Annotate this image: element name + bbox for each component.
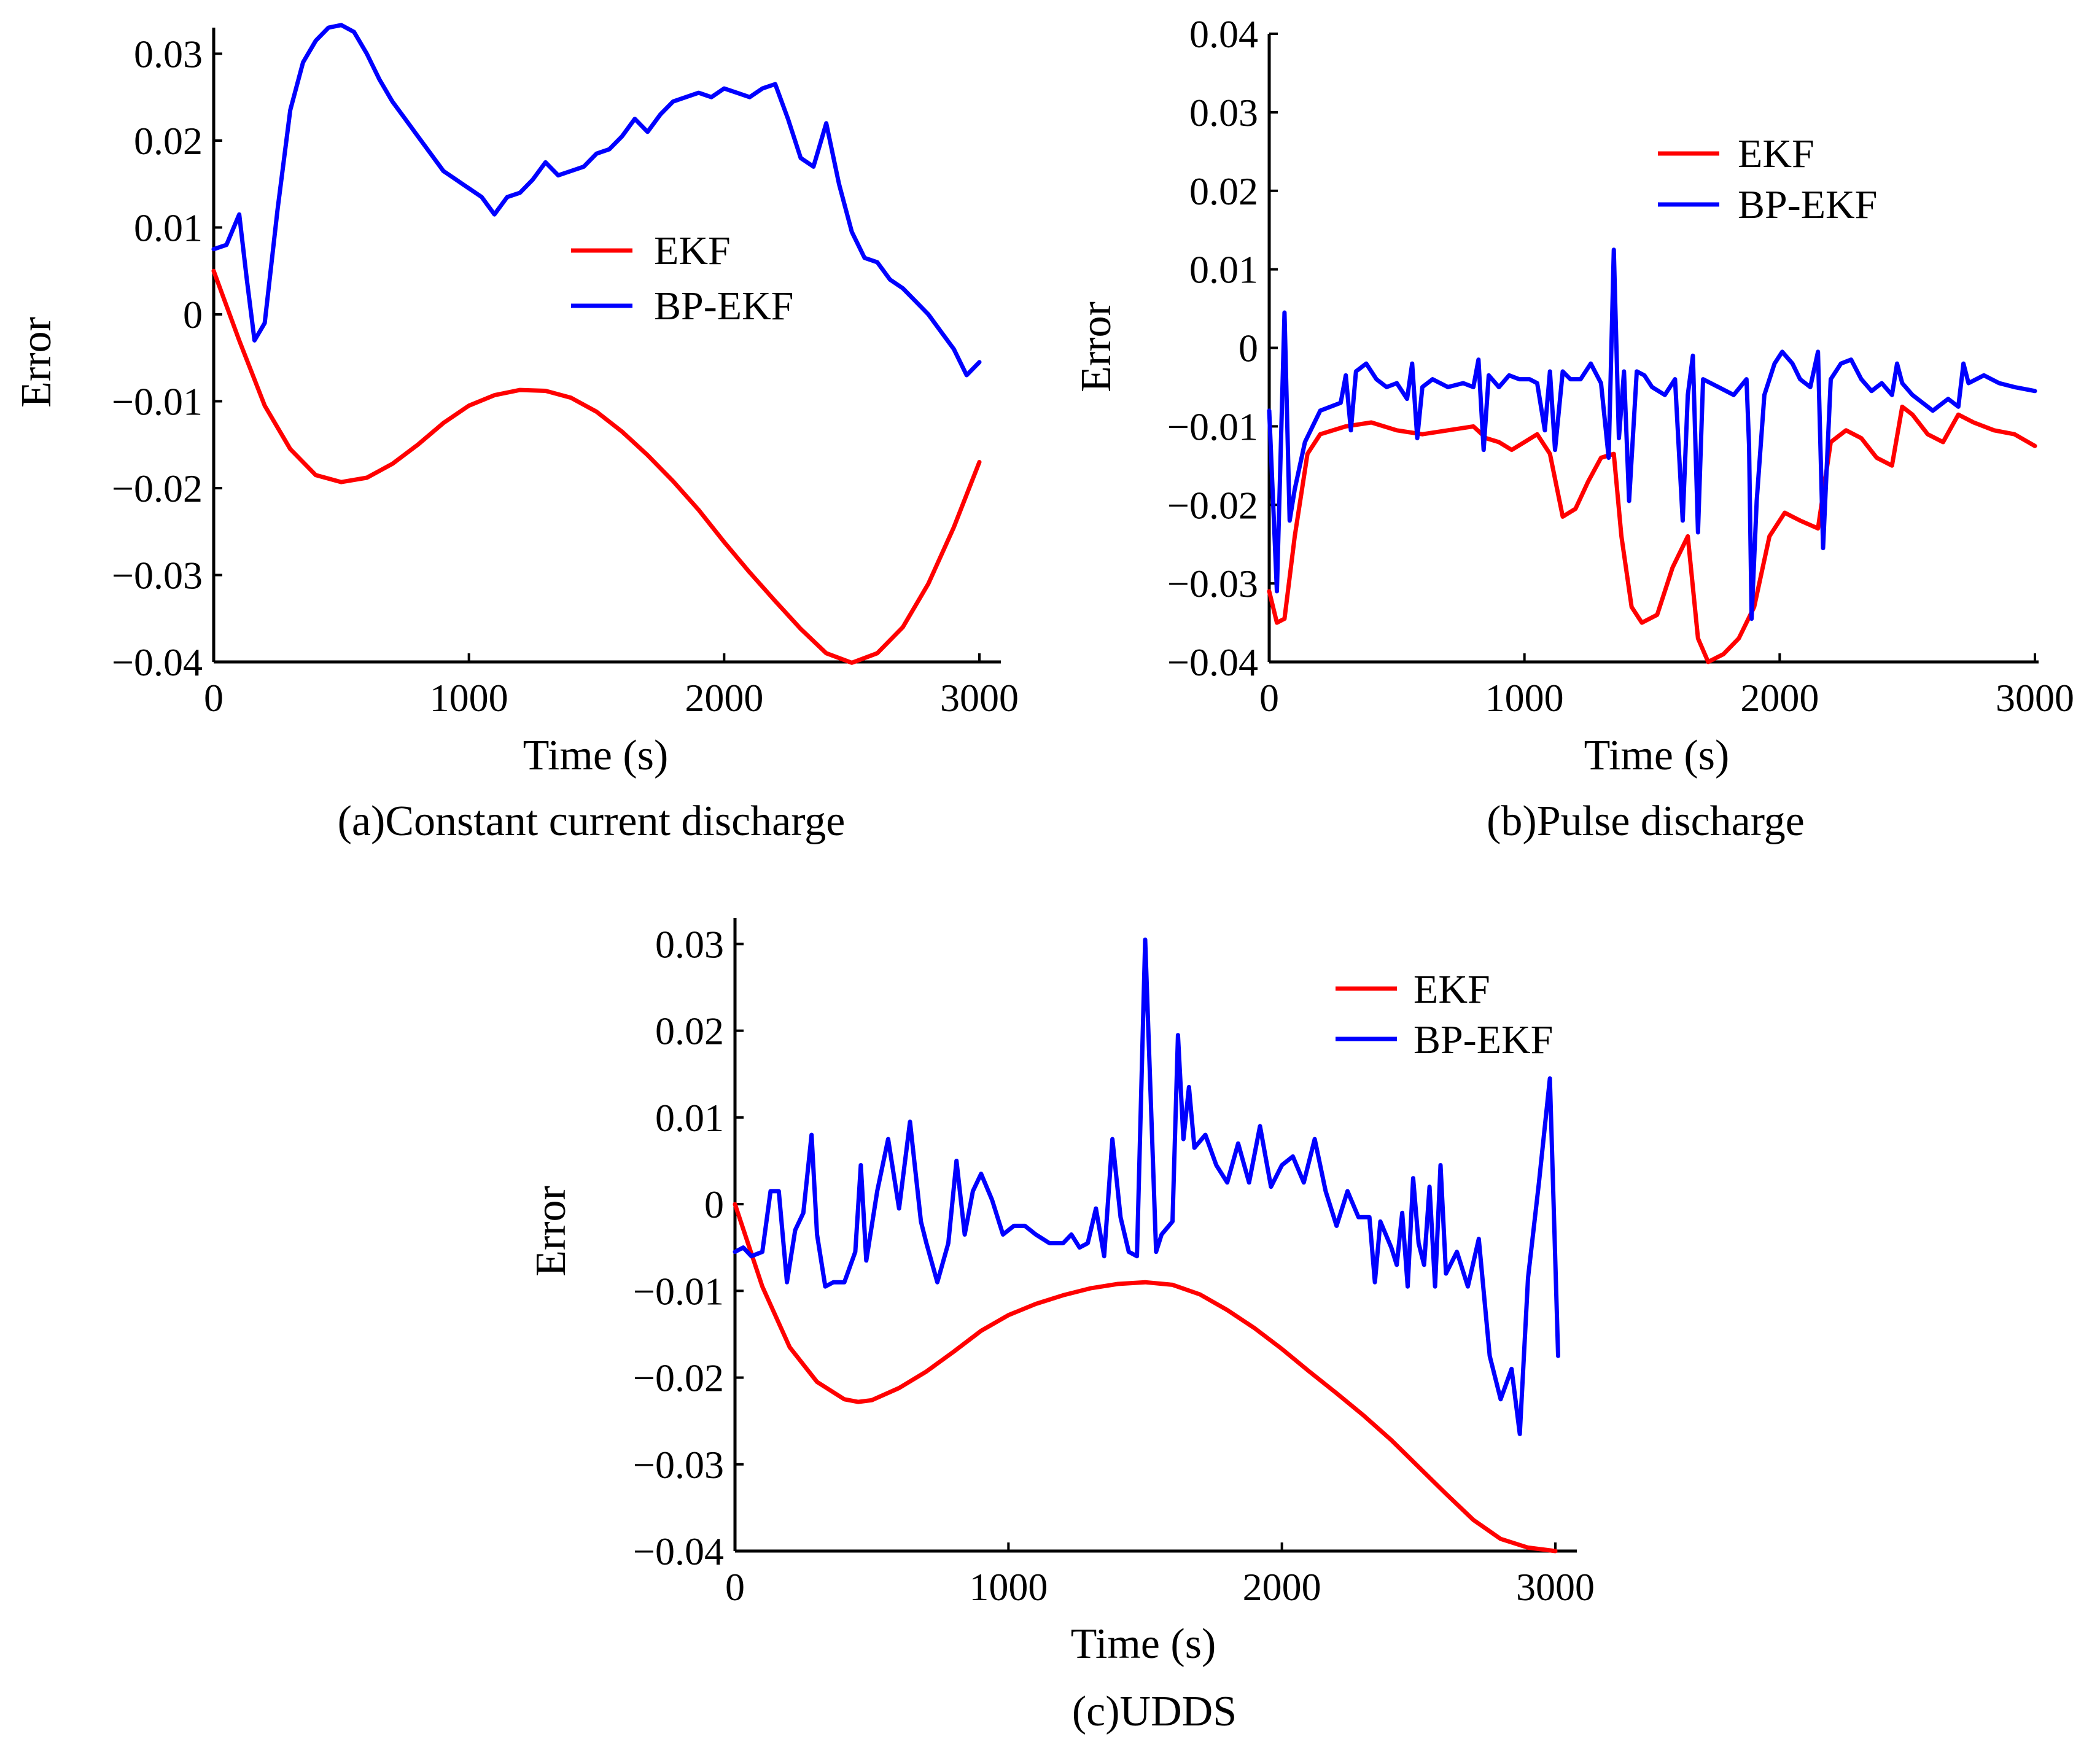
panel-a-legend: EKF BP-EKF xyxy=(571,228,793,329)
panel-c-x-tick-label: 0 xyxy=(725,1565,745,1609)
panel-a-y-tick-label: −0.03 xyxy=(112,553,203,597)
panel-c-legend-bpekf-label: BP-EKF xyxy=(1414,1017,1553,1062)
panel-a-caption: (a)Constant current discharge xyxy=(338,798,846,845)
panel-c-series-ekf-line xyxy=(733,1202,1558,1554)
panel-b-y-tick-label: 0.01 xyxy=(1189,248,1258,292)
panel-a-x-tick-label: 2000 xyxy=(685,676,763,720)
panel-b-ticks: 0.040.030.020.010−0.01−0.02−0.03−0.040 10… xyxy=(1167,12,2074,720)
panel-c-y-tick-label: 0.01 xyxy=(655,1096,724,1140)
panel-b-y-tick-label: 0.03 xyxy=(1189,91,1258,134)
panel-a-ticks: 0.030.020.010−0.01−0.02−0.03−0.040 1000 20… xyxy=(112,32,1019,720)
panel-a-y-tick-label: 0.01 xyxy=(134,206,203,249)
panel-b-y-axis-title: Error xyxy=(1073,301,1120,392)
panel-c-caption: (c)UDDS xyxy=(1072,1688,1237,1735)
panel-b-y-tick-label: −0.02 xyxy=(1167,483,1258,527)
panel-a-y-tick-label: 0 xyxy=(183,293,203,336)
panel-a-x-axis-title: Time (s) xyxy=(523,732,669,779)
panel-c-y-tick-label: 0.02 xyxy=(655,1009,724,1053)
panel-c-y-axis-title: Error xyxy=(527,1186,575,1277)
panel-a-series-bp-ekf-line xyxy=(211,23,982,378)
panel-c-legend-ekf-label: EKF xyxy=(1414,967,1490,1012)
panel-c-x-tick-label: 2000 xyxy=(1243,1565,1321,1609)
panel-b-x-axis-title: Time (s) xyxy=(1584,732,1730,779)
panel-c-series-bp-ekf-line xyxy=(733,937,1560,1436)
panel-c-y-tick-label: −0.03 xyxy=(633,1443,724,1487)
panel-b-y-tick-label: −0.03 xyxy=(1167,562,1258,605)
panel-b-chart: 0.040.030.020.010−0.01−0.02−0.03−0.040 10… xyxy=(1073,12,2074,845)
panel-a-legend-ekf-label: EKF xyxy=(654,228,731,273)
panel-a-x-tick-label: 0 xyxy=(204,676,224,720)
panel-c-x-tick-label: 1000 xyxy=(969,1565,1048,1609)
panel-b-x-tick-label: 3000 xyxy=(1996,676,2074,720)
panel-a-legend-bpekf-label: BP-EKF xyxy=(654,284,793,329)
panel-b-series-ekf-line xyxy=(1267,404,2037,664)
panel-b-series xyxy=(1267,247,2037,664)
panel-a-y-tick-label: 0.03 xyxy=(134,32,203,76)
panel-b-legend-bpekf-label: BP-EKF xyxy=(1738,182,1877,227)
panel-b-legend-ekf-label: EKF xyxy=(1738,131,1814,176)
panel-a-y-tick-label: −0.01 xyxy=(112,379,203,423)
panel-c-y-tick-label: 0 xyxy=(704,1183,724,1226)
panel-c-chart: 0.030.020.010−0.01−0.02−0.03−0.040 1000 20… xyxy=(527,918,1595,1735)
panel-c-y-tick-label: −0.04 xyxy=(633,1530,724,1573)
panel-c-ticks: 0.030.020.010−0.01−0.02−0.03−0.040 1000 20… xyxy=(633,922,1595,1609)
panel-a-y-axis-title: Error xyxy=(13,317,60,408)
panel-a-x-tick-label: 3000 xyxy=(940,676,1019,720)
panel-c-x-axis-title: Time (s) xyxy=(1071,1620,1216,1668)
panel-b-y-tick-label: 0.02 xyxy=(1189,169,1258,213)
panel-c-y-tick-label: 0.03 xyxy=(655,922,724,966)
panel-b-y-tick-label: 0.04 xyxy=(1189,12,1258,56)
panel-a-y-tick-label: 0.02 xyxy=(134,119,203,163)
panel-a-y-tick-label: −0.02 xyxy=(112,467,203,510)
panel-b-x-tick-label: 0 xyxy=(1259,676,1279,720)
panel-b-x-tick-label: 1000 xyxy=(1485,676,1564,720)
panel-c-y-tick-label: −0.02 xyxy=(633,1356,724,1400)
panel-b-series-bp-ekf-line xyxy=(1267,247,2037,621)
panel-c-x-tick-label: 3000 xyxy=(1516,1565,1595,1609)
panel-a-y-tick-label: −0.04 xyxy=(112,640,203,684)
panel-a-series xyxy=(211,23,982,665)
panel-a-chart: 0.030.020.010−0.01−0.02−0.03−0.040 1000 20… xyxy=(13,23,1019,845)
panel-a-series-ekf-line xyxy=(211,268,982,665)
panel-b-caption: (b)Pulse discharge xyxy=(1487,798,1805,845)
panel-b-y-tick-label: −0.01 xyxy=(1167,405,1258,448)
panel-b-legend: EKF BP-EKF xyxy=(1658,131,1877,227)
panel-c-y-tick-label: −0.01 xyxy=(633,1269,724,1313)
panel-c-legend: EKF BP-EKF xyxy=(1336,967,1553,1062)
panel-a-x-tick-label: 1000 xyxy=(430,676,508,720)
panel-b-y-tick-label: −0.04 xyxy=(1167,640,1258,684)
panel-b-x-tick-label: 2000 xyxy=(1740,676,1819,720)
panel-c-series xyxy=(733,937,1560,1554)
panel-b-y-tick-label: 0 xyxy=(1239,327,1258,370)
